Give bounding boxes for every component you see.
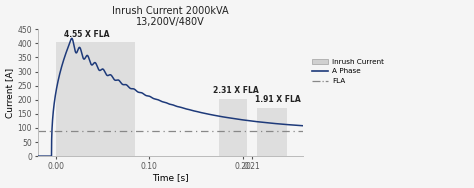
Y-axis label: Current [A]: Current [A] bbox=[6, 68, 15, 118]
Title: Inrush Current 2000kVA
13,200V/480V: Inrush Current 2000kVA 13,200V/480V bbox=[112, 6, 229, 27]
Bar bbox=[257, 108, 287, 156]
Text: 2.31 X FLA: 2.31 X FLA bbox=[213, 86, 259, 95]
X-axis label: Time [s]: Time [s] bbox=[152, 174, 189, 182]
Text: 1.91 X FLA: 1.91 X FLA bbox=[255, 95, 301, 104]
Text: 4.55 X FLA: 4.55 X FLA bbox=[64, 30, 109, 39]
Bar bbox=[219, 99, 247, 156]
Legend: Inrush Current, A Phase, FLA: Inrush Current, A Phase, FLA bbox=[310, 56, 387, 87]
Bar bbox=[56, 42, 136, 156]
